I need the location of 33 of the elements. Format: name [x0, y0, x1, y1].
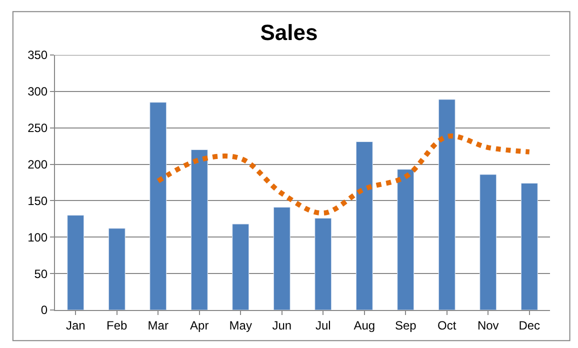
bar: [520, 182, 538, 310]
bar: [314, 218, 332, 310]
y-tick-label: 200: [28, 157, 48, 172]
x-tick-label: May: [229, 318, 252, 332]
bar: [397, 169, 414, 310]
y-tick-label: 0: [40, 303, 48, 318]
bar: [67, 215, 84, 310]
x-tick-label: Apr: [190, 318, 209, 332]
x-tick-label: Feb: [106, 318, 128, 332]
bar: [356, 141, 373, 310]
x-tick-label: Jan: [66, 318, 86, 332]
bar: [232, 224, 250, 310]
x-tick-label: Aug: [354, 318, 376, 332]
x-tick-label: Jul: [315, 318, 331, 332]
x-tick-label: Nov: [477, 318, 499, 332]
bar: [273, 207, 290, 310]
y-tick-label: 300: [28, 84, 48, 99]
x-tick-label: Dec: [518, 318, 540, 332]
bar: [190, 149, 208, 310]
x-tick-label: Mar: [148, 318, 168, 332]
chart-title: Sales: [260, 20, 318, 45]
y-tick-label: 350: [28, 48, 48, 62]
x-tick-label: Jun: [272, 318, 292, 332]
x-tick-label: Oct: [438, 318, 457, 332]
y-tick-label: 150: [28, 194, 48, 208]
bar: [108, 228, 126, 310]
y-tick-label: 250: [28, 121, 48, 136]
x-tick-label: Sep: [394, 318, 417, 332]
y-tick-label: 50: [34, 266, 48, 281]
bar: [438, 99, 456, 310]
bar: [480, 174, 497, 310]
y-tick-label: 100: [28, 230, 48, 244]
bar: [150, 102, 167, 310]
